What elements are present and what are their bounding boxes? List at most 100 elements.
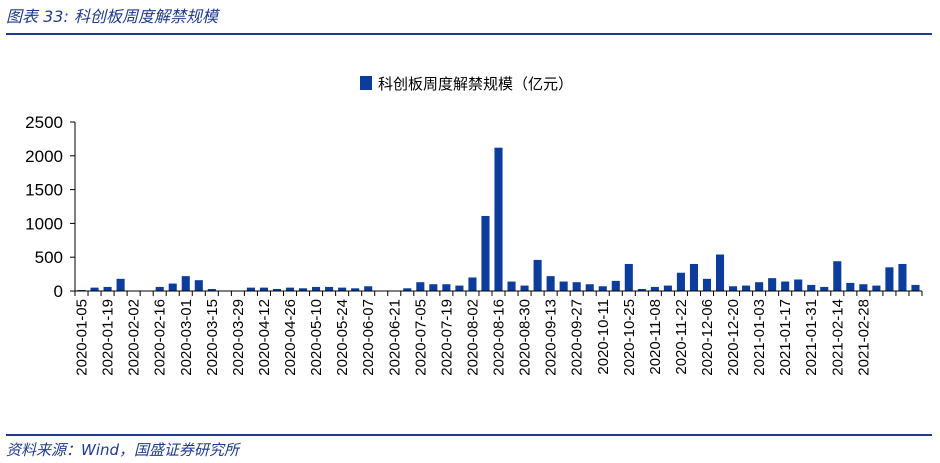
bar bbox=[820, 286, 829, 291]
bar bbox=[507, 281, 516, 291]
x-axis: 2020-01-05 2020-01-19 2020-02-02 2020-02-16… bbox=[74, 290, 923, 376]
bar bbox=[272, 288, 282, 291]
bar bbox=[351, 288, 360, 291]
bar bbox=[90, 287, 99, 291]
bar bbox=[155, 286, 164, 291]
bar bbox=[416, 282, 425, 291]
bar bbox=[781, 281, 790, 291]
bar bbox=[77, 289, 86, 291]
bar bbox=[729, 286, 738, 291]
source-note: 资料来源：Wind，国盛证券研究所 bbox=[6, 441, 240, 459]
figure-label: 图表 33: bbox=[6, 7, 69, 26]
figure-title-text: 科创板周度解禁规模 bbox=[73, 7, 218, 26]
x-tick-label: 2020-11-22 bbox=[673, 299, 690, 375]
x-tick-label: 2020-09-13 bbox=[543, 299, 560, 376]
bar bbox=[872, 285, 881, 291]
bar bbox=[650, 286, 659, 291]
bar bbox=[429, 284, 438, 291]
y-tick-label: 1500 bbox=[25, 181, 63, 200]
bar bbox=[442, 284, 451, 291]
bar bbox=[794, 279, 803, 291]
y-axis: 0 500 1000 1500 2000 2500 bbox=[25, 113, 76, 301]
bar bbox=[833, 261, 842, 291]
y-tick-label: 2000 bbox=[25, 147, 63, 166]
bar bbox=[624, 263, 633, 291]
x-tick-label: 2020-05-24 bbox=[334, 299, 351, 376]
legend-swatch bbox=[360, 76, 372, 90]
top-rule bbox=[6, 33, 932, 35]
bar bbox=[116, 278, 125, 291]
x-tick-label: 2020-06-07 bbox=[360, 299, 377, 376]
legend-label: 科创板周度解禁规模（亿元） bbox=[378, 75, 573, 93]
x-tick-label: 2020-05-10 bbox=[308, 299, 325, 376]
x-tick-label: 2020-04-12 bbox=[256, 299, 273, 376]
bar bbox=[598, 286, 607, 291]
x-tick-label: 2020-12-06 bbox=[699, 299, 716, 376]
bar bbox=[885, 267, 894, 291]
bar bbox=[207, 288, 216, 291]
bar bbox=[246, 287, 255, 291]
x-tick-label: 2020-03-29 bbox=[230, 299, 247, 376]
bar bbox=[585, 284, 594, 291]
bar bbox=[637, 288, 646, 291]
bar bbox=[325, 286, 334, 291]
bar bbox=[572, 282, 581, 291]
x-tick-label: 2020-04-26 bbox=[282, 299, 299, 376]
bar bbox=[663, 285, 672, 291]
y-tick-label: 1000 bbox=[25, 214, 63, 233]
x-tick-label: 2020-02-16 bbox=[152, 299, 169, 376]
legend: 科创板周度解禁规模（亿元） bbox=[360, 75, 573, 93]
x-tick-label: 2020-11-08 bbox=[647, 299, 664, 375]
bar bbox=[859, 284, 868, 291]
bar bbox=[911, 284, 920, 291]
bar bbox=[103, 286, 112, 291]
figure-title: 图表 33: 科创板周度解禁规模 bbox=[6, 3, 218, 27]
x-tick-label: 2020-09-27 bbox=[569, 299, 586, 376]
x-tick-label: 2020-07-19 bbox=[438, 299, 455, 376]
x-tick-label: 2020-10-11 bbox=[595, 299, 612, 375]
bar bbox=[846, 282, 855, 291]
x-tick-label: 2020-08-30 bbox=[517, 299, 534, 376]
bar bbox=[338, 287, 347, 291]
bar bbox=[403, 288, 412, 291]
bar bbox=[755, 282, 764, 291]
y-tick-label: 0 bbox=[54, 282, 63, 301]
bar bbox=[546, 276, 555, 291]
x-tick-label: 2020-02-02 bbox=[126, 299, 143, 376]
x-tick-label: 2020-03-01 bbox=[178, 299, 195, 376]
bar bbox=[702, 278, 712, 291]
bar bbox=[364, 286, 373, 291]
x-tick-label: 2021-02-28 bbox=[855, 299, 872, 376]
bar bbox=[168, 283, 177, 291]
x-tick-label: 2021-01-17 bbox=[777, 299, 794, 376]
x-tick-label: 2021-02-14 bbox=[829, 299, 846, 376]
bar bbox=[742, 285, 751, 291]
bar bbox=[194, 280, 203, 291]
bar bbox=[455, 285, 464, 291]
bar bbox=[898, 263, 907, 291]
x-tick-label: 2020-08-16 bbox=[491, 299, 508, 376]
x-tick-label: 2020-07-05 bbox=[412, 299, 429, 376]
x-tick-label: 2020-01-19 bbox=[100, 299, 117, 376]
x-tick-label: 2020-03-15 bbox=[204, 299, 221, 376]
x-tick-label: 2020-12-20 bbox=[725, 299, 742, 376]
bar bbox=[715, 254, 725, 291]
bar bbox=[181, 276, 190, 291]
x-tick-label: 2020-10-25 bbox=[621, 299, 638, 376]
bar bbox=[611, 280, 620, 291]
bar bbox=[312, 286, 321, 291]
bar bbox=[481, 215, 490, 291]
x-tick-label: 2020-01-05 bbox=[74, 299, 91, 376]
x-tick-label: 2020-08-02 bbox=[464, 299, 481, 376]
bar bbox=[520, 285, 529, 291]
x-tick-label: 2021-01-03 bbox=[751, 299, 768, 376]
bar bbox=[494, 147, 503, 291]
y-tick-label: 500 bbox=[35, 248, 63, 267]
bar bbox=[299, 288, 308, 291]
bar bbox=[533, 259, 542, 291]
x-tick-label: 2020-06-21 bbox=[386, 299, 403, 376]
bar bbox=[259, 287, 268, 291]
bar bbox=[559, 281, 568, 291]
bars bbox=[77, 147, 920, 291]
